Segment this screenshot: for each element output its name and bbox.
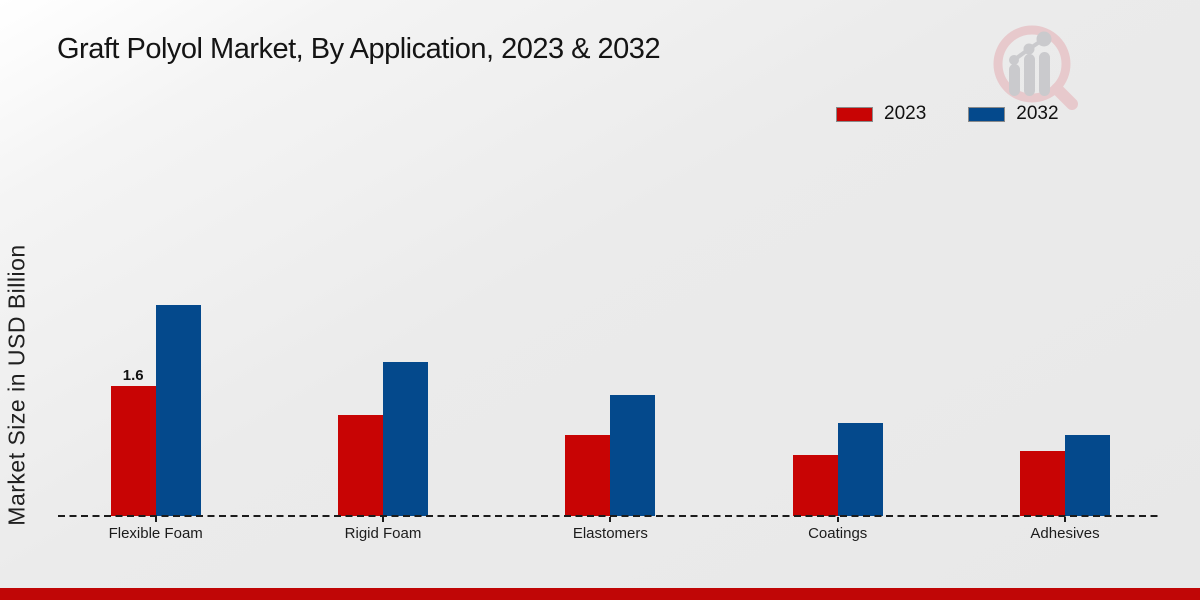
legend-item-2023: 2023 [836, 103, 926, 125]
bar-2023-adhesives [1020, 451, 1066, 516]
bar-2032-flexible-foam [155, 305, 201, 516]
bar-2032-adhesives [1065, 435, 1111, 516]
axis-tick-adhesives [1064, 517, 1067, 522]
legend-label-2032: 2032 [1016, 103, 1059, 124]
bar-2032-elastomers [610, 394, 656, 516]
bar-2023-flexible-foam [110, 386, 156, 516]
bar-2023-elastomers [565, 435, 611, 516]
legend-item-2032: 2032 [968, 103, 1059, 125]
category-label-adhesives: Adhesives [1030, 525, 1100, 542]
axis-tick-flexible-foam [154, 517, 157, 522]
x-axis-dashed-line [58, 515, 1160, 517]
chart-title: Graft Polyol Market, By Application, 202… [57, 33, 661, 65]
legend-label-2023: 2023 [884, 103, 927, 124]
axis-tick-rigid-foam [382, 517, 385, 522]
legend-swatch-2023 [836, 106, 873, 122]
bar-2023-rigid-foam [338, 414, 384, 516]
footer-accent-bar [0, 588, 1200, 600]
bar-2023-coatings [792, 455, 838, 516]
magnifier-bar-chart-logo-icon [993, 25, 1078, 110]
legend-swatch-2032 [968, 106, 1006, 122]
category-label-flexible-foam: Flexible Foam [108, 525, 203, 542]
category-label-rigid-foam: Rigid Foam [344, 525, 422, 542]
bar-2032-rigid-foam [383, 362, 429, 516]
bar-2032-coatings [837, 422, 883, 516]
axis-tick-elastomers [609, 517, 612, 522]
legend: 2023 2032 [836, 103, 1059, 125]
category-label-coatings: Coatings [808, 525, 868, 542]
bar-value-label: 1.6 [122, 367, 144, 385]
axis-tick-coatings [836, 517, 839, 522]
category-label-elastomers: Elastomers [572, 525, 648, 542]
